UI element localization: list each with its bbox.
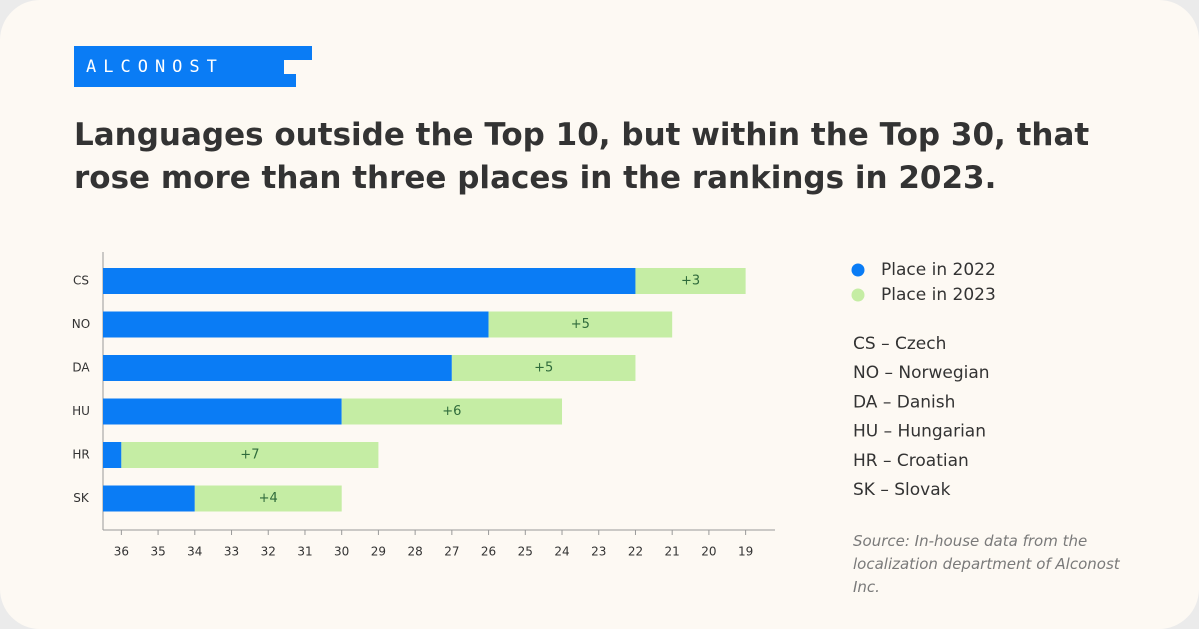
- y-tick-label: HR: [72, 448, 89, 462]
- bar-segment: [488, 311, 673, 338]
- y-tick-label: DA: [72, 361, 90, 375]
- bar-segment: [194, 485, 342, 512]
- legend-swatch: [851, 263, 865, 277]
- value-label: +7: [240, 448, 259, 463]
- value-label: +4: [259, 491, 278, 506]
- logo-text: ALCONOST: [86, 57, 224, 77]
- bar-segment: [103, 485, 195, 512]
- bar-segment: [121, 442, 379, 468]
- legend-label: Place in 2023: [881, 285, 996, 305]
- bar-segment: [103, 311, 489, 338]
- x-tick-label: 19: [738, 545, 753, 559]
- source-note: Source: In-house data from the localizat…: [853, 532, 1120, 596]
- bar-segment: [341, 398, 563, 425]
- x-tick-label: 20: [701, 545, 716, 559]
- bar-segment: [103, 442, 122, 468]
- abbreviation: DA – Danish: [853, 392, 955, 412]
- x-tick-label: 22: [628, 545, 643, 559]
- x-tick-label: 25: [518, 545, 533, 559]
- chart-title: Languages outside the Top 10, but within…: [74, 117, 1090, 196]
- abbreviation: SK – Slovak: [853, 480, 951, 500]
- x-tick-label: 21: [665, 545, 680, 559]
- x-tick-label: 26: [481, 545, 496, 559]
- abbreviation: HR – Croatian: [853, 451, 969, 471]
- legend-swatch: [851, 288, 865, 302]
- x-tick-label: 35: [150, 545, 165, 559]
- x-tick-label: 31: [297, 545, 312, 559]
- legend-label: Place in 2022: [881, 260, 996, 280]
- abbreviation: CS – Czech: [853, 334, 946, 354]
- x-tick-label: 30: [334, 545, 349, 559]
- x-tick-label: 24: [554, 545, 569, 559]
- x-tick-label: 32: [261, 545, 276, 559]
- x-tick-label: 33: [224, 545, 239, 559]
- logo-box: [74, 46, 296, 87]
- logo-notch: [284, 60, 296, 74]
- x-tick-label: 23: [591, 545, 606, 559]
- value-label: +5: [534, 361, 553, 376]
- abbreviation: NO – Norwegian: [853, 363, 990, 383]
- bar-segment: [451, 355, 636, 381]
- logo-step: [296, 46, 312, 60]
- bar-segment: [103, 268, 636, 294]
- x-tick-label: 28: [407, 545, 422, 559]
- y-tick-label: SK: [73, 491, 90, 505]
- x-tick-label: 27: [444, 545, 459, 559]
- abbreviation: HU – Hungarian: [853, 422, 986, 442]
- value-label: +5: [571, 317, 590, 332]
- y-tick-label: NO: [72, 317, 90, 331]
- y-tick-label: HU: [72, 404, 90, 418]
- value-label: +3: [681, 274, 700, 289]
- x-tick-label: 36: [114, 545, 129, 559]
- bar-segment: [103, 398, 342, 425]
- x-tick-label: 34: [187, 545, 202, 559]
- bar-segment: [635, 268, 746, 294]
- bar-segment: [103, 355, 452, 381]
- value-label: +6: [442, 404, 461, 419]
- x-tick-label: 29: [371, 545, 386, 559]
- y-tick-label: CS: [73, 274, 89, 288]
